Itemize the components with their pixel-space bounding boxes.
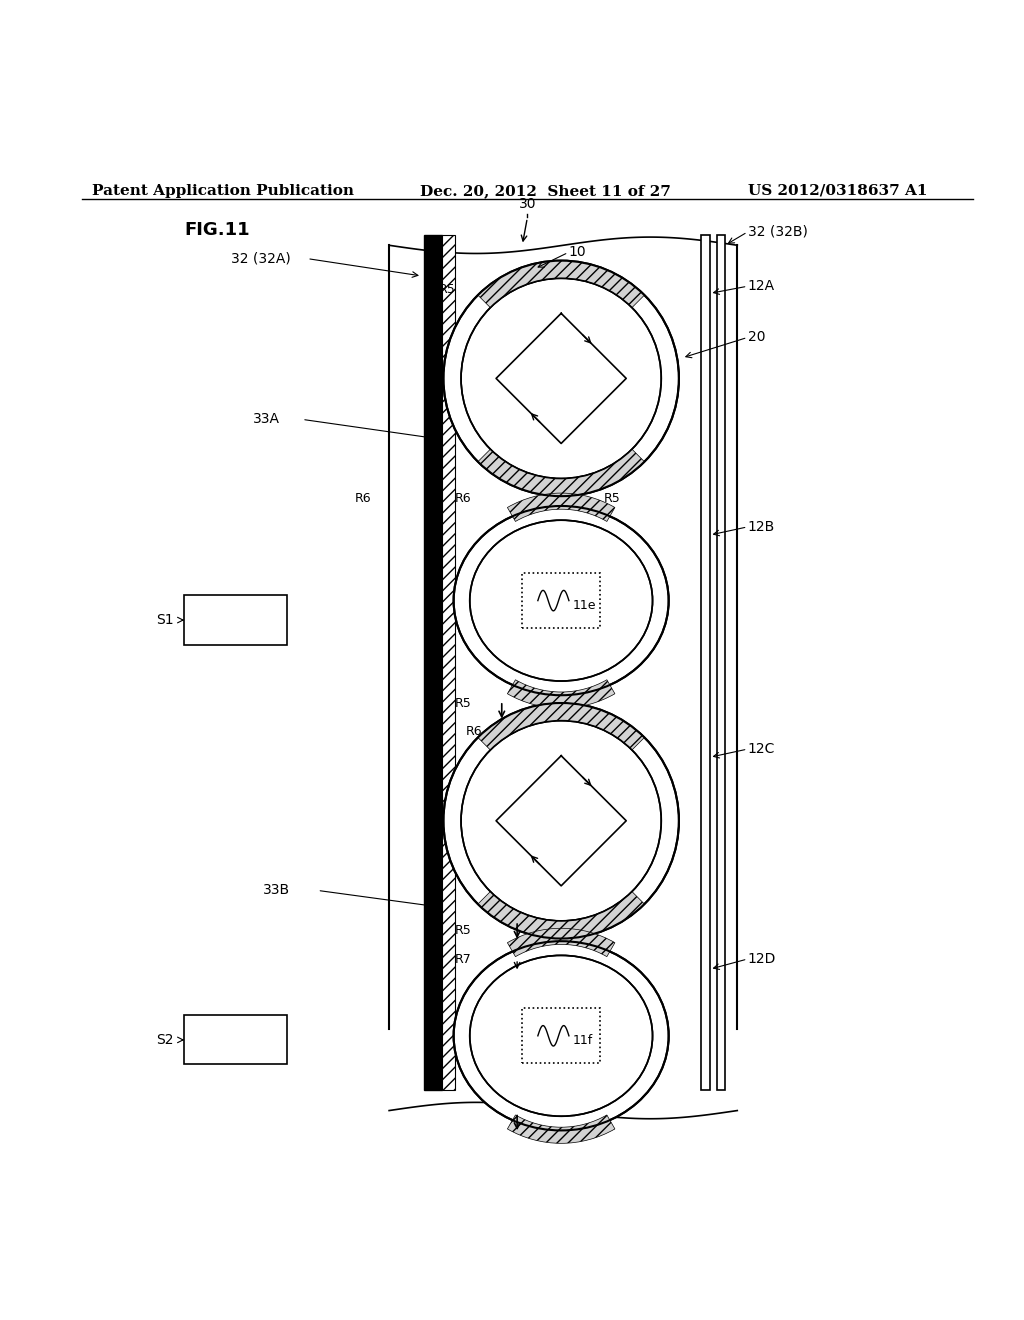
Text: 12C: 12C	[748, 742, 775, 756]
Text: R5: R5	[455, 924, 471, 937]
Wedge shape	[478, 704, 644, 750]
Wedge shape	[508, 680, 614, 708]
Text: R5: R5	[604, 492, 621, 504]
Circle shape	[461, 721, 662, 921]
Circle shape	[443, 260, 679, 496]
Wedge shape	[508, 928, 614, 957]
Ellipse shape	[454, 941, 669, 1130]
Text: 11f: 11f	[572, 1035, 593, 1048]
Text: 33B: 33B	[263, 883, 290, 898]
Bar	[184, 1015, 287, 1064]
Ellipse shape	[470, 956, 652, 1117]
Circle shape	[443, 704, 679, 939]
Text: R5: R5	[438, 282, 455, 296]
Text: Patent Application Publication: Patent Application Publication	[92, 183, 354, 198]
Text: 32 (32B): 32 (32B)	[748, 224, 807, 239]
Wedge shape	[478, 449, 644, 496]
Text: 30: 30	[518, 198, 537, 211]
Ellipse shape	[470, 520, 652, 681]
Wedge shape	[478, 260, 644, 308]
Text: 12A: 12A	[748, 280, 774, 293]
Text: 12B: 12B	[748, 520, 775, 533]
Text: S1: S1	[157, 612, 174, 627]
Text: S2: S2	[157, 1034, 174, 1047]
Wedge shape	[508, 1115, 614, 1143]
Text: 12D: 12D	[748, 952, 776, 966]
Text: US 2012/0318637 A1: US 2012/0318637 A1	[748, 183, 927, 198]
Circle shape	[461, 279, 662, 478]
Text: R6: R6	[355, 492, 372, 504]
Text: 11e: 11e	[572, 599, 596, 612]
Text: R5: R5	[455, 697, 471, 710]
Bar	[442, 235, 455, 1090]
Wedge shape	[478, 891, 644, 939]
Text: 32 (32A): 32 (32A)	[231, 252, 291, 265]
Text: Dec. 20, 2012  Sheet 11 of 27: Dec. 20, 2012 Sheet 11 of 27	[420, 183, 671, 198]
Wedge shape	[508, 494, 614, 521]
Text: FIG.11: FIG.11	[184, 220, 250, 239]
Text: 10: 10	[568, 246, 586, 260]
Text: 33A: 33A	[253, 412, 280, 426]
Text: R7: R7	[504, 953, 520, 965]
Text: R6: R6	[466, 725, 482, 738]
Ellipse shape	[454, 506, 669, 696]
Text: R6: R6	[455, 492, 471, 504]
Bar	[522, 573, 600, 628]
Bar	[424, 235, 442, 1090]
Bar	[717, 235, 725, 1090]
Bar	[522, 1008, 600, 1063]
Bar	[184, 595, 287, 644]
Bar	[701, 235, 710, 1090]
Text: 20: 20	[748, 330, 765, 345]
Text: R7: R7	[455, 953, 471, 965]
